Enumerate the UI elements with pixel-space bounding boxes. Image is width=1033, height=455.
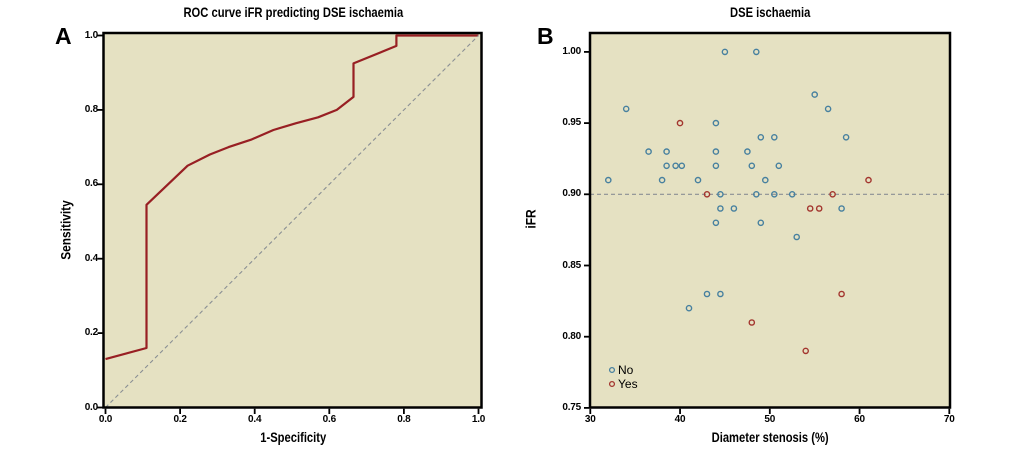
scatter-point-no <box>663 162 670 170</box>
scatter-point-no <box>658 176 666 184</box>
scatter-point-yes <box>676 119 684 127</box>
roc-curve-line <box>105 34 479 361</box>
scatter-point-no <box>645 148 652 155</box>
panel-a-x-tick-label: 0.2 <box>173 414 187 425</box>
scatter-point-no <box>744 148 751 155</box>
panel-b-letter: B <box>537 23 554 49</box>
scatter-point-no <box>771 190 778 198</box>
scatter-point-no <box>622 105 630 113</box>
scatter-point-no <box>712 148 720 155</box>
scatter-point-no <box>753 48 760 56</box>
plot-frame <box>102 31 483 409</box>
panel-b-title-text: DSE ischaemia <box>729 4 811 20</box>
scatter-point-no <box>775 162 783 170</box>
panel-b-x-axis-title: Diameter stenosis (%) <box>590 430 950 445</box>
legend-label-yes: Yes <box>618 377 638 391</box>
panel-b-y-axis-title-text: iFR <box>522 209 539 229</box>
scatter-point-no <box>717 205 724 212</box>
scatter-point-no <box>757 133 765 141</box>
scatter-point-no <box>712 119 720 127</box>
scatter-point-yes <box>748 319 756 326</box>
panel-a-x-tick-label: 0.8 <box>397 414 411 425</box>
scatter-point-no <box>721 48 729 56</box>
scatter-point-yes <box>865 176 872 184</box>
scatter-point-no <box>694 176 702 184</box>
legend-marker-yes <box>608 380 616 388</box>
panel-a-y-tick-label: 0.6 <box>84 178 99 190</box>
panel-b-x-tick-label: 30 <box>584 414 596 425</box>
scatter-point-no <box>730 205 738 212</box>
panel-a-y-tick-label: 0.2 <box>84 327 99 339</box>
scatter-point-no <box>717 190 724 198</box>
panel-b-y-axis-title: iFR <box>522 208 539 231</box>
panel-a-x-tick-label: 0.4 <box>248 414 262 425</box>
scatter-point-no <box>672 162 679 170</box>
scatter-point-no <box>842 133 850 141</box>
scatter-point-no <box>678 162 686 170</box>
panel-a-title-text: ROC curve iFR predicting DSE ischaemia <box>183 4 403 20</box>
scatter-point-no <box>717 290 724 298</box>
panel-a-y-axis-title-text: Sensitivity <box>57 200 74 260</box>
panel-a-x-tick-label: 1.0 <box>471 414 486 425</box>
panel-a-x-tick-label: 0.6 <box>322 414 337 425</box>
scatter-point-yes <box>829 190 836 198</box>
scatter-point-yes <box>802 347 810 355</box>
panel-b-x-tick-label: 40 <box>674 414 686 425</box>
plot-background <box>590 33 950 408</box>
panel-a-letter: A <box>55 23 72 49</box>
scatter-point-yes <box>815 205 823 212</box>
scatter-point-yes <box>703 190 711 198</box>
scatter-point-yes <box>838 290 845 298</box>
scatter-point-no <box>712 162 720 170</box>
scatter-point-no <box>838 205 845 212</box>
panel-b-x-tick-label: 50 <box>764 414 776 425</box>
scatter-point-no <box>762 176 769 184</box>
panel-b-y-tick-label: 1.00 <box>562 45 581 57</box>
scatter-point-no <box>663 148 670 155</box>
scatter-point-no <box>685 304 693 312</box>
panel-a-x-tick-label: 0.0 <box>98 414 113 425</box>
scatter-point-no <box>703 290 711 298</box>
panel-a-x-axis-title-text: 1-Specificity <box>259 429 326 445</box>
panel-a-x-axis-title: 1-Specificity <box>104 430 482 445</box>
scatter-point-no <box>824 105 832 113</box>
reference-diagonal-line <box>105 35 479 408</box>
panel-b-x-tick-label: 60 <box>854 414 865 425</box>
scatter-point-no <box>748 162 756 170</box>
panel-b-y-tick-label: 0.95 <box>562 117 581 129</box>
scatter-point-no <box>712 219 720 227</box>
panel-b-y-tick-label: 0.85 <box>562 259 581 271</box>
scatter-point-no <box>811 91 819 98</box>
panel-a-y-tick-label: 0.8 <box>84 103 99 115</box>
legend-label-no: No <box>618 363 634 377</box>
panel-b-y-tick-label: 0.75 <box>562 401 581 413</box>
panel-a-y-tick-label: 1.0 <box>84 29 99 41</box>
panel-b-title: DSE ischaemia <box>590 5 950 20</box>
panel-a-y-tick-label: 0.0 <box>84 401 99 413</box>
scatter-point-no <box>771 133 778 141</box>
legend-marker-no <box>608 366 616 374</box>
scatter-point-no <box>605 176 612 184</box>
panel-b-y-tick-label: 0.90 <box>562 188 581 200</box>
scatter-point-no <box>757 219 765 227</box>
scatter-point-yes <box>806 205 814 212</box>
panel-b-x-tick-label: 70 <box>943 414 955 425</box>
scatter-point-no <box>793 233 801 241</box>
plot-frame <box>588 31 952 409</box>
scatter-point-no <box>753 190 760 198</box>
panel-b-y-tick-label: 0.80 <box>562 330 581 342</box>
panel-a-title: ROC curve iFR predicting DSE ischaemia <box>104 5 482 20</box>
scatter-point-no <box>788 190 796 198</box>
panel-b-x-axis-title-text: Diameter stenosis (%) <box>711 429 829 445</box>
panel-a-y-tick-label: 0.4 <box>84 252 99 264</box>
